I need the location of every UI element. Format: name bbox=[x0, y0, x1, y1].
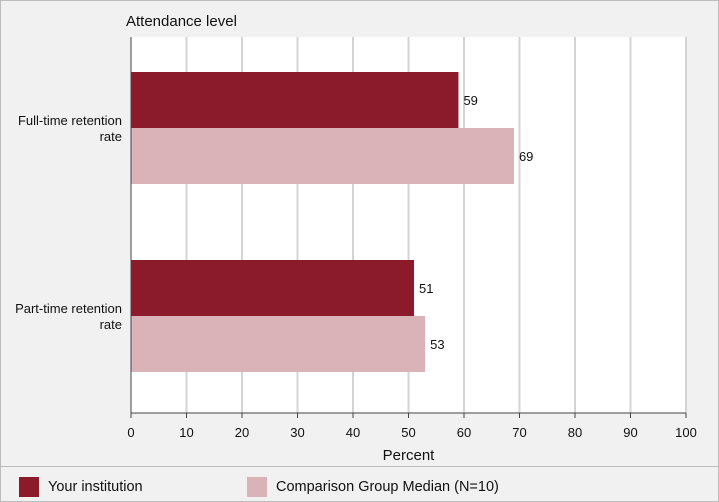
x-tick-label: 20 bbox=[235, 425, 249, 440]
x-tick-label: 60 bbox=[457, 425, 471, 440]
legend-item-your-institution: Your institution bbox=[19, 477, 143, 497]
legend-divider bbox=[1, 466, 718, 467]
category-label: rate bbox=[100, 317, 122, 332]
bar bbox=[131, 316, 426, 372]
bar bbox=[131, 128, 514, 184]
legend-item-comparison-median: Comparison Group Median (N=10) bbox=[247, 477, 499, 497]
legend: Your institution Comparison Group Median… bbox=[1, 473, 718, 501]
x-tick-label: 0 bbox=[127, 425, 134, 440]
category-label: rate bbox=[100, 129, 122, 144]
x-tick-label: 90 bbox=[623, 425, 637, 440]
category-label: Full-time retention bbox=[18, 113, 122, 128]
x-tick-label: 10 bbox=[179, 425, 193, 440]
category-label: Part-time retention bbox=[15, 301, 122, 316]
data-label: 53 bbox=[430, 337, 444, 352]
data-label: 59 bbox=[463, 93, 477, 108]
bar bbox=[131, 260, 415, 316]
legend-label-comparison-median: Comparison Group Median (N=10) bbox=[276, 479, 499, 495]
legend-swatch-your-institution bbox=[19, 477, 39, 497]
x-axis-title: Percent bbox=[383, 447, 436, 464]
data-label: 69 bbox=[519, 149, 533, 164]
x-tick-label: 30 bbox=[290, 425, 304, 440]
x-tick-label: 100 bbox=[675, 425, 697, 440]
legend-label-your-institution: Your institution bbox=[48, 479, 143, 495]
x-tick-label: 70 bbox=[512, 425, 526, 440]
x-tick-label: 80 bbox=[568, 425, 582, 440]
x-tick-label: 40 bbox=[346, 425, 360, 440]
y-axis-title: Attendance level bbox=[126, 13, 237, 30]
bar bbox=[131, 72, 459, 128]
legend-swatch-comparison-median bbox=[247, 477, 267, 497]
x-tick-label: 50 bbox=[401, 425, 415, 440]
data-label: 51 bbox=[419, 281, 433, 296]
